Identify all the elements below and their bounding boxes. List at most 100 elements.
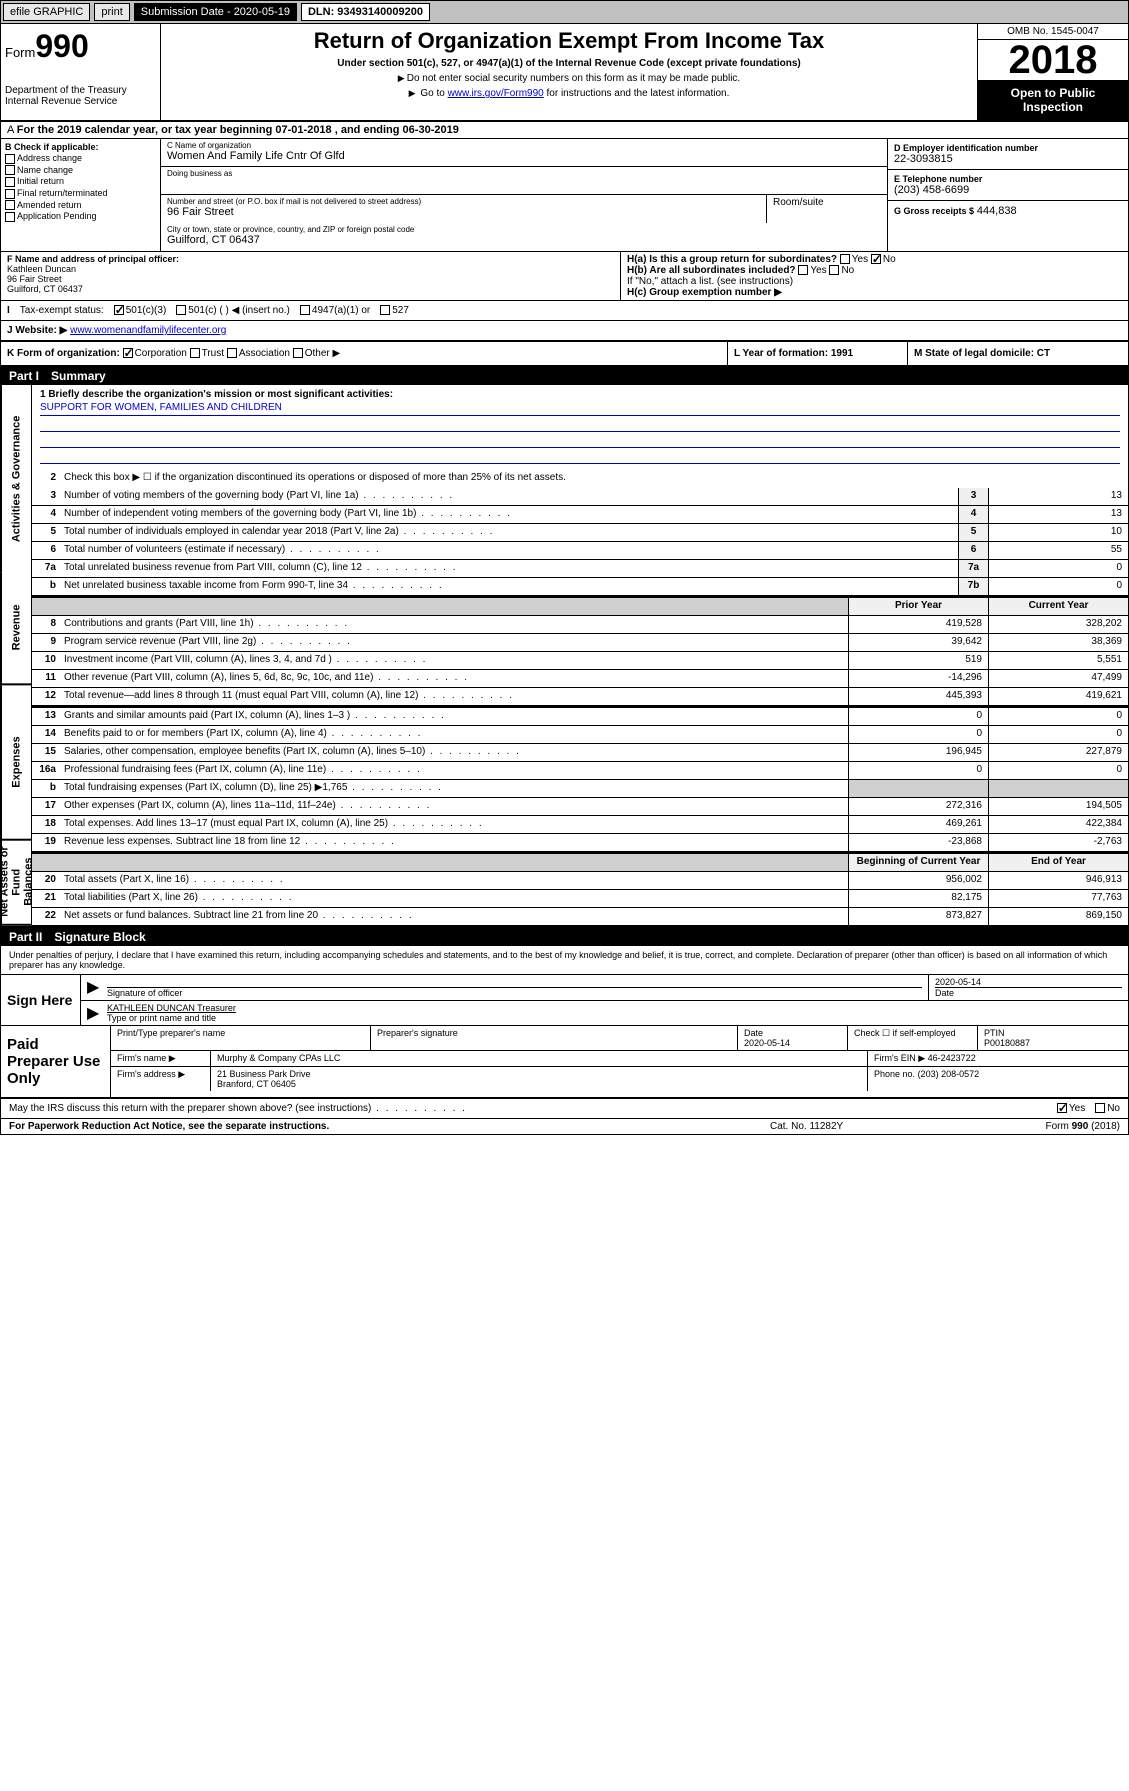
firm-addr-lbl: Firm's address ▶ bbox=[111, 1067, 211, 1091]
entity-section: B Check if applicable: Address change Na… bbox=[1, 139, 1128, 252]
sign-here-row: Sign Here ▶ Signature of officer 2020-05… bbox=[1, 975, 1128, 1026]
cb-final-return[interactable]: Final return/terminated bbox=[5, 188, 156, 199]
cb-amended-return[interactable]: Amended return bbox=[5, 200, 156, 211]
website-label: Website: ▶ bbox=[15, 325, 67, 336]
line-15: 15Salaries, other compensation, employee… bbox=[32, 744, 1128, 762]
check-if-applicable: B Check if applicable: Address change Na… bbox=[1, 139, 161, 251]
firm-name: Murphy & Company CPAs LLC bbox=[211, 1051, 868, 1066]
gov-line-2: 2Check this box ▶ ☐ if the organization … bbox=[32, 470, 1128, 488]
room-cell: Room/suite bbox=[767, 195, 887, 223]
gov-line-5: 5Total number of individuals employed in… bbox=[32, 524, 1128, 542]
sig-name-line: ▶ KATHLEEN DUNCAN Treasurer Type or prin… bbox=[81, 1001, 1128, 1025]
cat-no: Cat. No. 11282Y bbox=[770, 1121, 970, 1132]
cb-527[interactable]: 527 bbox=[380, 305, 409, 316]
sig-name-field: KATHLEEN DUNCAN Treasurer Type or print … bbox=[101, 1001, 1128, 1025]
hb-note: If "No," attach a list. (see instruction… bbox=[627, 276, 1122, 287]
line-13: 13Grants and similar amounts paid (Part … bbox=[32, 708, 1128, 726]
tax-year: 2018 bbox=[978, 40, 1128, 80]
year-block: OMB No. 1545-0047 2018 Open to Public In… bbox=[978, 24, 1128, 120]
officer-addr2: Guilford, CT 06437 bbox=[7, 284, 614, 294]
prep-sig-hdr: Preparer's signature bbox=[371, 1026, 738, 1050]
tax-status-label: Tax-exempt status: bbox=[20, 305, 104, 316]
sign-here-label: Sign Here bbox=[1, 975, 81, 1025]
form-title: Return of Organization Exempt From Incom… bbox=[171, 28, 967, 54]
governance-section: 1 Briefly describe the organization's mi… bbox=[32, 385, 1128, 598]
cb-address-change[interactable]: Address change bbox=[5, 153, 156, 164]
cb-4947a1[interactable]: 4947(a)(1) or bbox=[300, 305, 370, 316]
cb-initial-return[interactable]: Initial return bbox=[5, 176, 156, 187]
form-990-page: efile GRAPHIC print Submission Date - 20… bbox=[0, 0, 1129, 1135]
gov-line-3: 3Number of voting members of the governi… bbox=[32, 488, 1128, 506]
part1-label: Part I bbox=[9, 369, 39, 383]
hb-row: H(b) Are all subordinates included? Yes … bbox=[627, 265, 1122, 276]
line-21: 21Total liabilities (Part X, line 26)82,… bbox=[32, 890, 1128, 908]
rev-hdr-desc bbox=[60, 598, 848, 615]
discuss-row: May the IRS discuss this return with the… bbox=[1, 1099, 1128, 1119]
summary-content: 1 Briefly describe the organization's mi… bbox=[32, 385, 1128, 926]
print-button[interactable]: print bbox=[94, 3, 129, 21]
open-public-badge: Open to Public Inspection bbox=[978, 80, 1128, 120]
net-hdr-num bbox=[32, 854, 60, 871]
form-org-row: K Form of organization: Corporation Trus… bbox=[1, 342, 1128, 367]
form-id-block: Form990 Department of the Treasury Inter… bbox=[1, 24, 161, 120]
sign-fields: ▶ Signature of officer 2020-05-14 Date ▶… bbox=[81, 975, 1128, 1025]
efile-button[interactable]: efile GRAPHIC bbox=[3, 3, 90, 21]
irs-link[interactable]: www.irs.gov/Form990 bbox=[448, 88, 544, 99]
sig-name-label: Type or print name and title bbox=[107, 1013, 1122, 1023]
form-header: Form990 Department of the Treasury Inter… bbox=[1, 24, 1128, 122]
discuss-yes[interactable]: Yes bbox=[1057, 1103, 1085, 1114]
gov-line-7a: 7aTotal unrelated business revenue from … bbox=[32, 560, 1128, 578]
cb-501c3[interactable]: 501(c)(3) bbox=[114, 305, 167, 316]
form-subtitle: Under section 501(c), 527, or 4947(a)(1)… bbox=[171, 58, 967, 69]
revenue-section: Prior Year Current Year 8Contributions a… bbox=[32, 598, 1128, 708]
discuss-question: May the IRS discuss this return with the… bbox=[9, 1103, 1057, 1114]
dln-label: DLN: 93493140009200 bbox=[301, 3, 430, 21]
sig-arrow1: ▶ bbox=[81, 975, 101, 1000]
line-14: 14Benefits paid to or for members (Part … bbox=[32, 726, 1128, 744]
entity-info: C Name of organization Women And Family … bbox=[161, 139, 888, 251]
form-org-k: K Form of organization: Corporation Trus… bbox=[1, 342, 728, 365]
state-domicile: M State of legal domicile: CT bbox=[908, 342, 1128, 365]
form-number: 990 bbox=[35, 28, 88, 64]
prep-header-line: Print/Type preparer's name Preparer's si… bbox=[111, 1026, 1128, 1051]
line-18: 18Total expenses. Add lines 13–17 (must … bbox=[32, 816, 1128, 834]
sig-arrow2: ▶ bbox=[81, 1001, 101, 1025]
address-row: Number and street (or P.O. box if mail i… bbox=[161, 195, 887, 223]
gross-label: G Gross receipts $ bbox=[894, 206, 974, 216]
website-link[interactable]: www.womenandfamilylifecenter.org bbox=[70, 325, 226, 336]
cb-501c-other[interactable]: 501(c) ( ) ◀ (insert no.) bbox=[176, 305, 290, 316]
discuss-no[interactable]: No bbox=[1095, 1103, 1120, 1114]
tax-status-row: I Tax-exempt status: 501(c)(3) 501(c) ( … bbox=[1, 301, 1128, 321]
part2-title: Signature Block bbox=[54, 930, 145, 944]
city-cell: City or town, state or province, country… bbox=[161, 223, 887, 251]
end-year-header: End of Year bbox=[988, 854, 1128, 871]
line-22: 22Net assets or fund balances. Subtract … bbox=[32, 908, 1128, 926]
summary-body: Activities & Governance Revenue Expenses… bbox=[1, 385, 1128, 928]
submission-date-label: Submission Date - 2020-05-19 bbox=[134, 3, 297, 21]
prep-check[interactable]: Check ☐ if self-employed bbox=[848, 1026, 978, 1050]
revenue-header-row: Prior Year Current Year bbox=[32, 598, 1128, 616]
line-16a: 16aProfessional fundraising fees (Part I… bbox=[32, 762, 1128, 780]
phone-cell: E Telephone number (203) 458-6699 bbox=[888, 170, 1128, 201]
rev-hdr-num bbox=[32, 598, 60, 615]
street-cell: Number and street (or P.O. box if mail i… bbox=[161, 195, 767, 223]
city-value: Guilford, CT 06437 bbox=[167, 234, 881, 246]
ha-row: H(a) Is this a group return for subordin… bbox=[627, 254, 1122, 265]
sig-officer-label: Signature of officer bbox=[107, 987, 922, 998]
tax-period: A For the 2019 calendar year, or tax yea… bbox=[1, 122, 1128, 139]
firm-ein-col: Firm's EIN ▶ 46-2423722 bbox=[868, 1051, 1128, 1066]
prior-year-header: Prior Year bbox=[848, 598, 988, 615]
officer-cell: F Name and address of principal officer:… bbox=[1, 252, 621, 300]
sig-date-col: 2020-05-14 Date bbox=[928, 975, 1128, 1000]
part1-title: Summary bbox=[51, 369, 106, 383]
room-label: Room/suite bbox=[773, 197, 881, 208]
dept-label: Department of the Treasury Internal Reve… bbox=[5, 85, 156, 107]
sig-officer-line: ▶ Signature of officer 2020-05-14 Date bbox=[81, 975, 1128, 1001]
cb-application-pending[interactable]: Application Pending bbox=[5, 211, 156, 222]
hc-row: H(c) Group exemption number ▶ bbox=[627, 287, 1122, 298]
gov-line-b: bNet unrelated business taxable income f… bbox=[32, 578, 1128, 596]
cb-name-change[interactable]: Name change bbox=[5, 165, 156, 176]
dba-label: Doing business as bbox=[167, 169, 881, 178]
expenses-section: 13Grants and similar amounts paid (Part … bbox=[32, 708, 1128, 854]
governance-label: Activities & Governance bbox=[1, 385, 31, 572]
